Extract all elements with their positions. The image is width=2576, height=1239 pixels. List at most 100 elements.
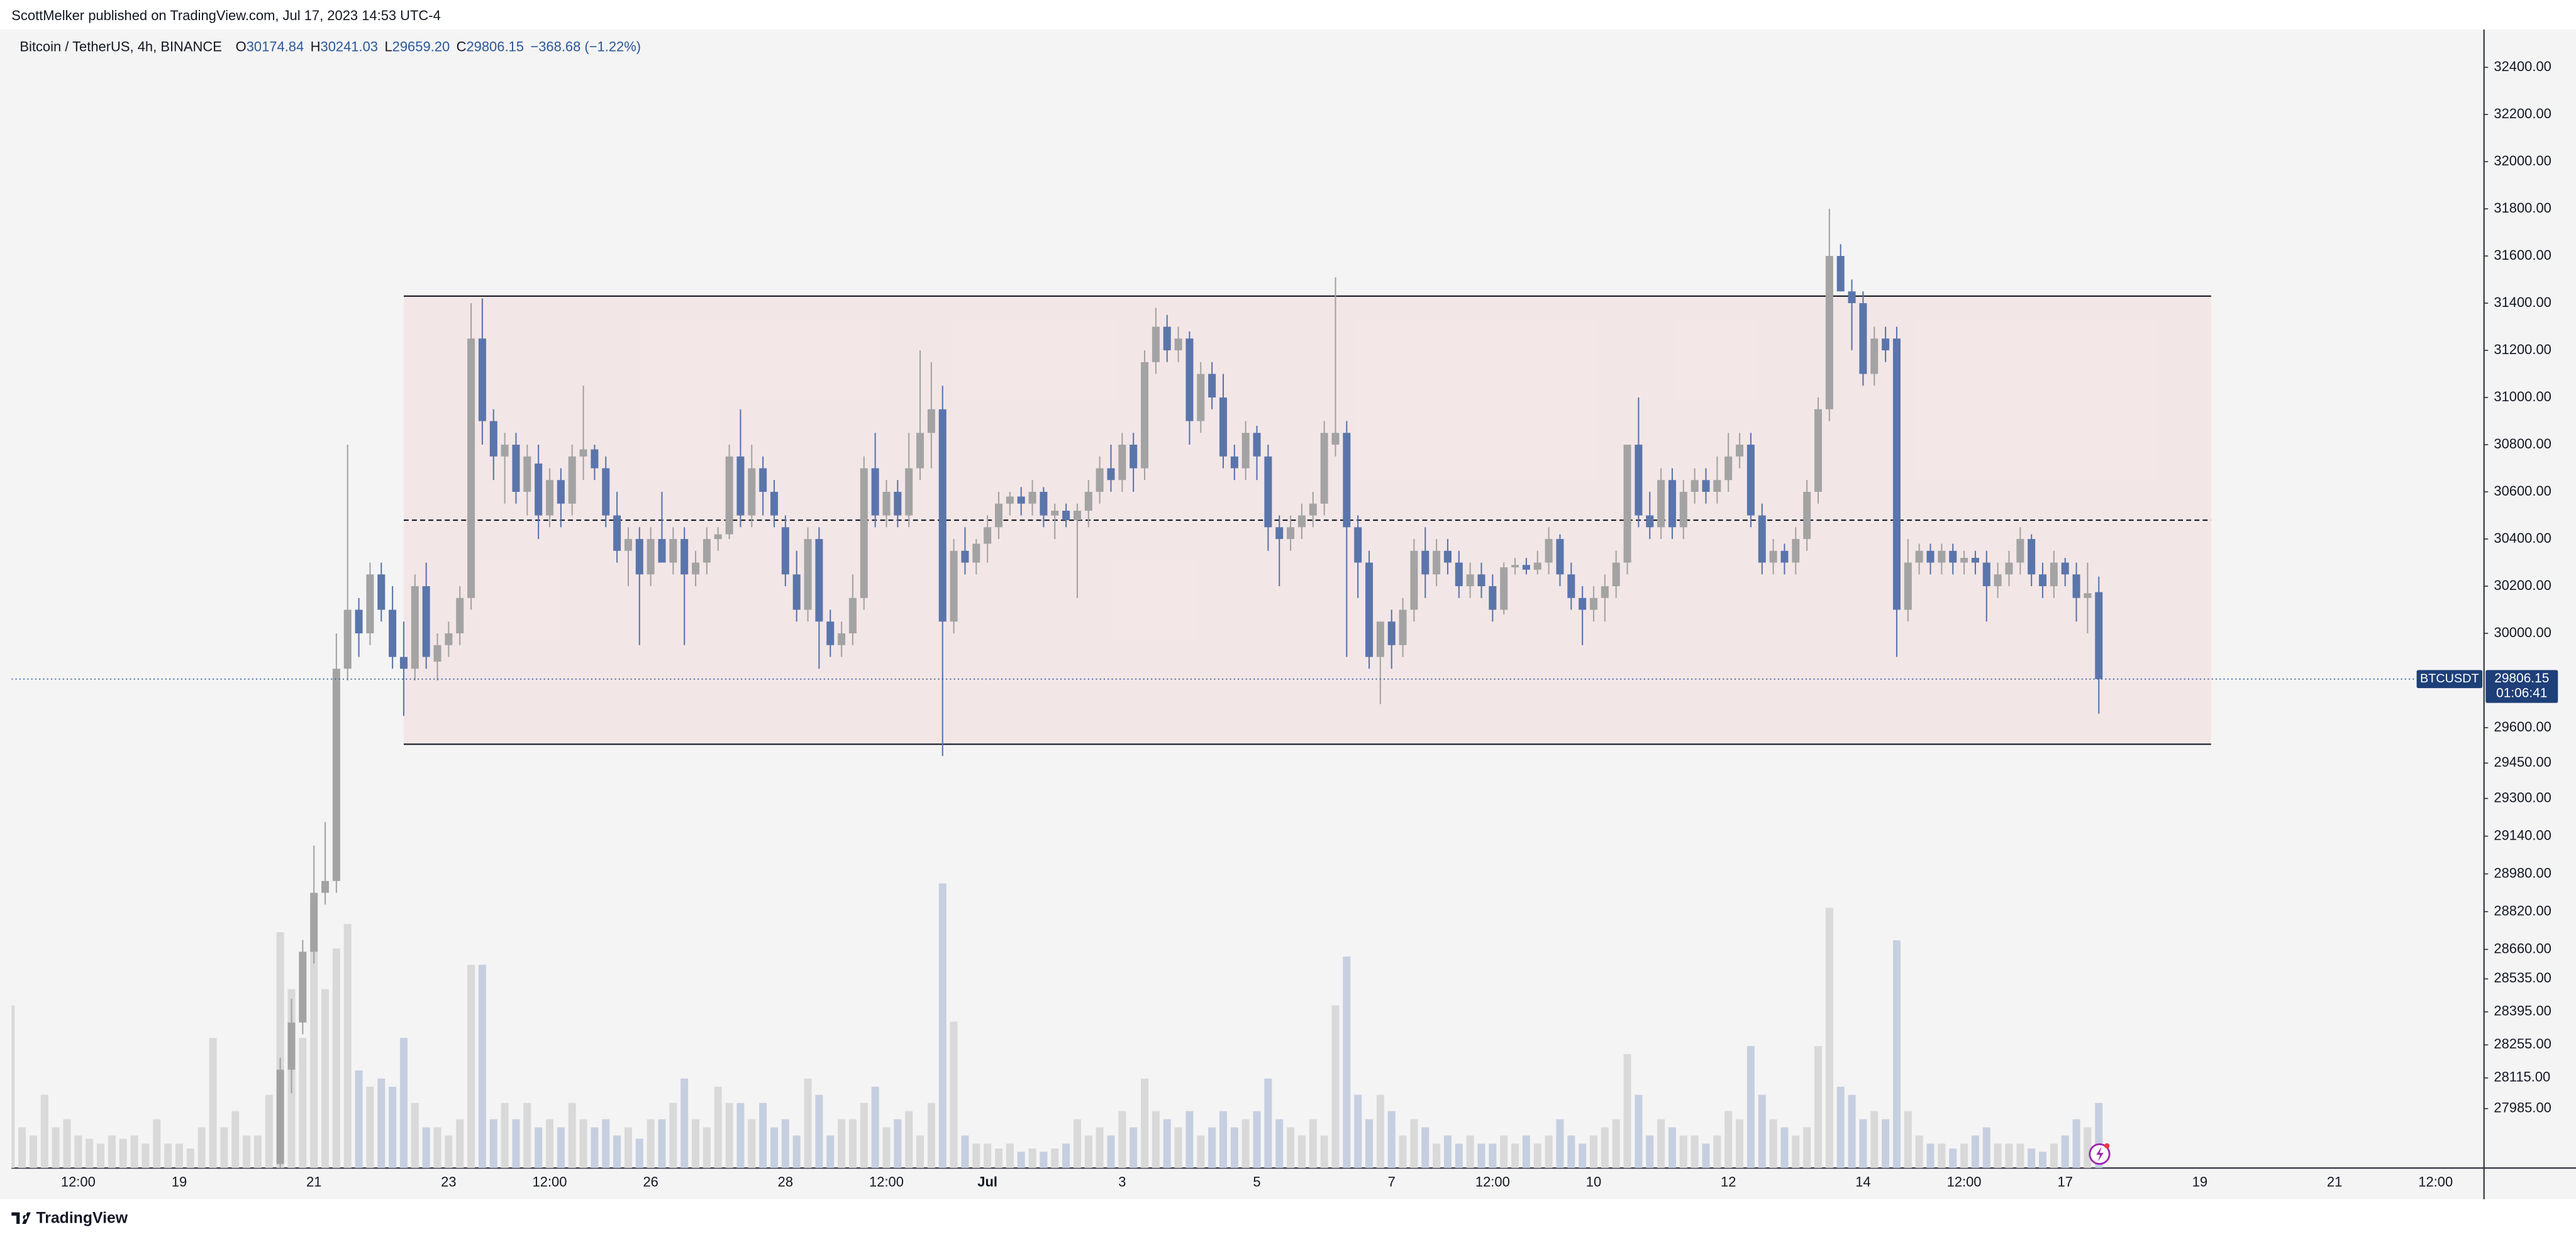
- volume-bar: [770, 1127, 779, 1169]
- volume-bar: [343, 924, 352, 1169]
- candle-body: [972, 543, 980, 563]
- candle-body: [433, 645, 441, 662]
- candle-layer: [11, 209, 2484, 1169]
- candle-body: [332, 669, 340, 881]
- y-tick-label: 28255.00: [2494, 1036, 2551, 1052]
- volume-bar: [1635, 1094, 1643, 1169]
- candle-body: [1545, 539, 1553, 563]
- volume-bar: [366, 1086, 374, 1169]
- volume-bar: [736, 1103, 745, 1169]
- candle-body: [1825, 256, 1833, 409]
- legend-key: H: [311, 39, 321, 55]
- legend-key: O: [236, 39, 247, 55]
- candle-body: [1511, 565, 1519, 568]
- candle-body: [1163, 326, 1171, 351]
- candle-body: [1556, 539, 1564, 575]
- x-tick-label: Jul: [977, 1174, 997, 1189]
- candle-body: [1590, 597, 1598, 610]
- candle-body: [1848, 291, 1856, 304]
- volume-bar: [1938, 1143, 1946, 1169]
- candle-body: [1938, 550, 1946, 563]
- volume-bar: [1702, 1143, 1710, 1169]
- x-tick-label: 23: [441, 1174, 456, 1189]
- candle-body: [1949, 550, 1957, 563]
- candle-body: [276, 1069, 284, 1164]
- volume-bar: [568, 1103, 576, 1169]
- candle-body: [1320, 433, 1328, 504]
- y-tick-label: 30400.00: [2494, 530, 2551, 546]
- volume-bar: [332, 948, 340, 1169]
- volume-bar: [1746, 1046, 1755, 1169]
- candle-body: [950, 550, 958, 622]
- candle-body: [1836, 256, 1845, 292]
- volume-bar: [1297, 1135, 1306, 1169]
- volume-bar: [669, 1103, 677, 1169]
- candle-body: [613, 515, 621, 551]
- volume-bar: [1084, 1135, 1092, 1169]
- y-tick-label: 31600.00: [2494, 247, 2551, 263]
- candle-body: [377, 574, 386, 610]
- volume-bar: [871, 1086, 879, 1169]
- candle-body: [1635, 445, 1643, 516]
- candle-body: [2028, 539, 2036, 575]
- candle-body: [725, 456, 733, 535]
- candle-body: [1343, 433, 1351, 528]
- x-tick-label: 28: [778, 1174, 793, 1189]
- legend-value: 29659.20: [392, 39, 450, 55]
- candle-body: [535, 464, 543, 516]
- volume-bar: [1185, 1111, 1194, 1169]
- volume-bar: [411, 1103, 419, 1169]
- volume-bar: [253, 1135, 262, 1169]
- volume-bar: [1433, 1143, 1441, 1169]
- volume-layer: [11, 883, 2103, 1169]
- volume-bar: [1017, 1152, 1025, 1169]
- volume-bar: [916, 1135, 924, 1169]
- volume-bar: [2038, 1152, 2047, 1169]
- volume-bar: [1163, 1119, 1171, 1169]
- candle-body: [546, 480, 554, 516]
- volume-bar: [994, 1148, 1003, 1169]
- candle-body: [1859, 303, 1867, 374]
- candle-body: [1736, 445, 1744, 457]
- volume-bar: [478, 964, 486, 1169]
- legend-change: −368.68 (−1.22%): [530, 39, 641, 55]
- volume-bar: [826, 1135, 835, 1169]
- volume-bar: [2084, 1127, 2092, 1169]
- candle-body: [792, 574, 801, 610]
- volume-bar: [310, 903, 318, 1169]
- volume-bar: [1713, 1135, 1721, 1169]
- volume-bar: [2061, 1135, 2069, 1169]
- x-tick-label: 5: [1253, 1174, 1260, 1189]
- y-tick-label: 28660.00: [2494, 940, 2551, 956]
- volume-bar: [175, 1143, 183, 1169]
- y-tick-label: 28115.00: [2494, 1069, 2550, 1085]
- tag-price-box: [2485, 670, 2558, 703]
- volume-bar: [1736, 1119, 1744, 1169]
- volume-bar: [2028, 1148, 2036, 1169]
- candle-body: [1219, 397, 1227, 457]
- candle-body: [905, 468, 913, 516]
- candle-body: [1410, 550, 1418, 610]
- y-tick-label: 27985.00: [2494, 1099, 2551, 1115]
- candle-body: [602, 468, 610, 516]
- candle-body: [501, 445, 509, 457]
- volume-bar: [1792, 1135, 1800, 1169]
- y-tick-label: 32000.00: [2494, 153, 2551, 169]
- volume-bar: [1241, 1119, 1250, 1169]
- candle-body: [882, 492, 891, 516]
- volume-bar: [680, 1078, 689, 1169]
- volume-bar: [1062, 1143, 1070, 1169]
- volume-bar: [422, 1127, 430, 1169]
- volume-bar: [1253, 1111, 1261, 1169]
- volume-bar: [18, 1127, 26, 1169]
- volume-bar: [624, 1127, 632, 1169]
- volume-bar: [748, 1119, 756, 1169]
- candle-body: [1769, 550, 1777, 563]
- volume-bar: [445, 1135, 453, 1169]
- candle-body: [781, 527, 789, 575]
- volume-bar: [389, 1086, 397, 1169]
- volume-bar: [1904, 1111, 1912, 1169]
- range-box-layer: [403, 295, 2211, 745]
- candle-body: [489, 421, 497, 457]
- candle-body: [804, 539, 812, 610]
